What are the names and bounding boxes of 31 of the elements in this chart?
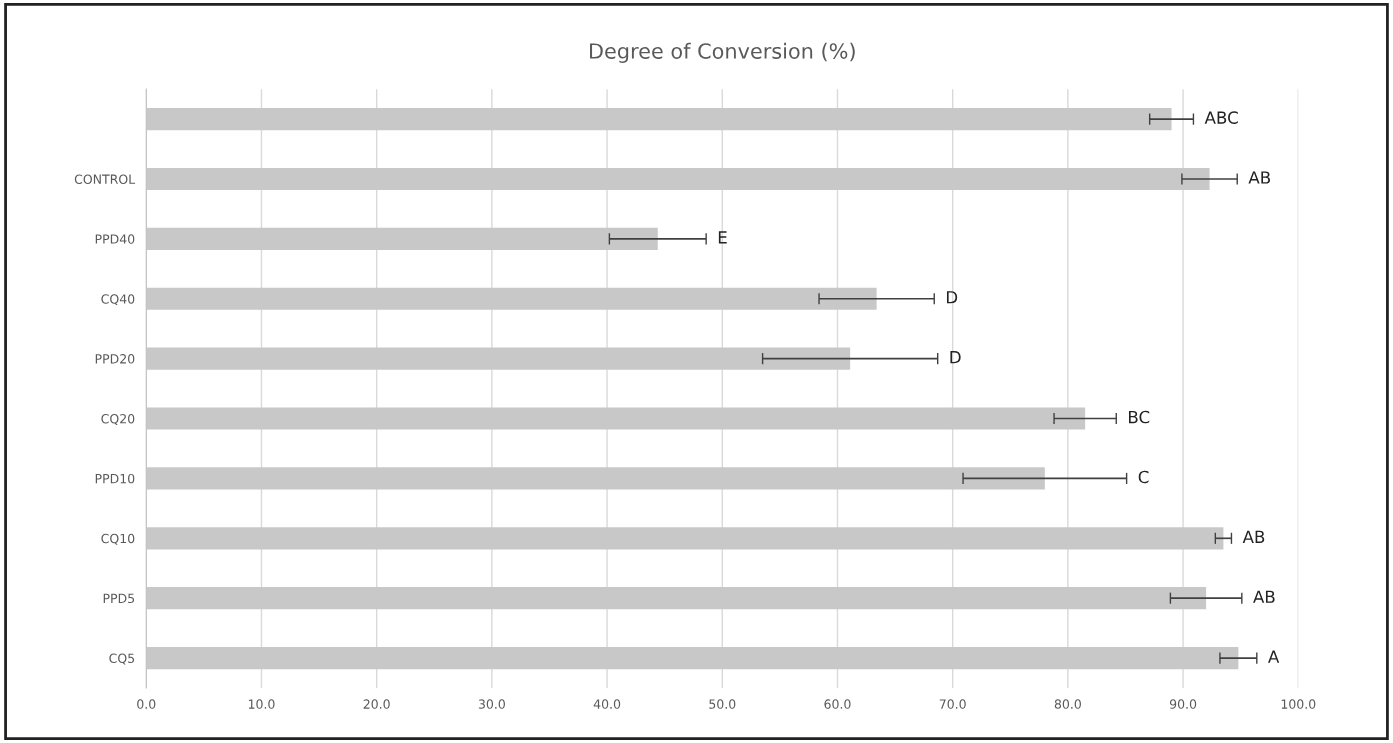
annotation: D	[950, 351, 961, 364]
y-tick-label: PPD20	[95, 354, 135, 364]
annotation: ABC	[1204, 111, 1238, 124]
x-tick-label: 100.0	[1281, 699, 1316, 709]
annotation: C	[1138, 470, 1149, 484]
annotation: BC	[1129, 410, 1150, 424]
y-tick-label: CQ20	[101, 414, 135, 425]
x-tick-label: 20.0	[363, 699, 390, 709]
y-tick-label: PPD5	[103, 593, 135, 604]
y-tick-label: CQ40	[101, 294, 135, 306]
y-tick-label: PPD40	[95, 234, 135, 244]
x-tick-label: 80.0	[1054, 699, 1081, 709]
x-tick-label: 0.0	[137, 699, 156, 709]
annotation: A	[1268, 650, 1280, 663]
annotation: D	[946, 291, 958, 304]
annotation: AB	[1242, 530, 1265, 543]
y-tick-label: CQ10	[101, 533, 135, 545]
annotation: AB	[1253, 590, 1275, 603]
x-tick-label: 30.0	[478, 699, 505, 709]
annotation: E	[718, 231, 727, 244]
x-tick-label: 50.0	[709, 699, 736, 709]
y-tick-label: CONTROL	[74, 174, 136, 184]
y-tick-label: CQ5	[109, 653, 135, 665]
x-tick-label: 90.0	[1169, 699, 1197, 709]
x-tick-label: 40.0	[593, 699, 621, 709]
x-tick-label: 60.0	[824, 699, 851, 709]
x-tick-label: 10.0	[248, 699, 275, 709]
y-tick-label: PPD10	[95, 473, 135, 484]
annotation: AB	[1248, 171, 1270, 184]
chart-title: Degree of Conversion (%)	[590, 42, 855, 63]
x-tick-label: 70.0	[939, 699, 966, 709]
